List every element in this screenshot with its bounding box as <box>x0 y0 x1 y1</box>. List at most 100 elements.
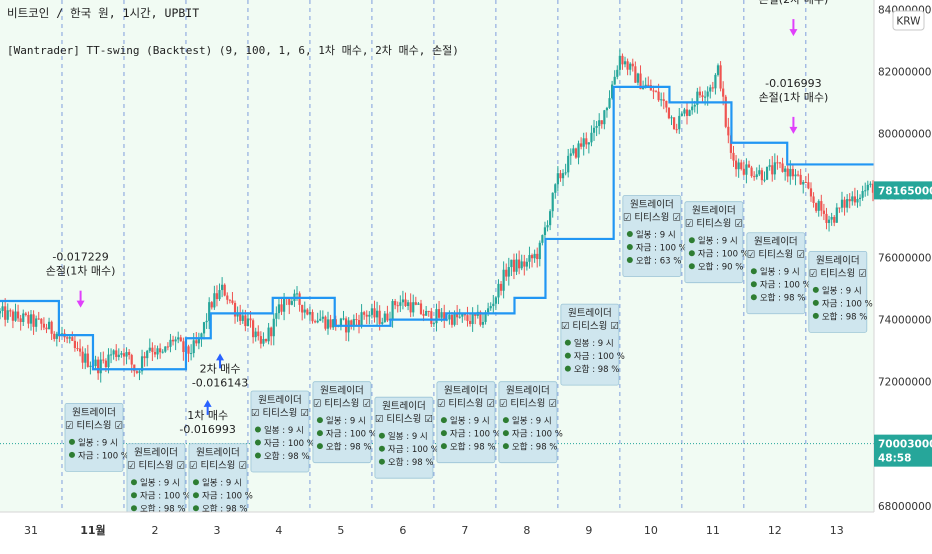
signal-note-row: 오합 : 98 % <box>512 443 558 453</box>
candle-body <box>680 113 683 116</box>
candle-body <box>608 98 611 108</box>
candle-body <box>192 340 195 354</box>
signal-note-title: 원트레이더 <box>630 199 674 210</box>
candle-body <box>437 309 441 318</box>
candle-body <box>350 320 353 327</box>
note-bullet-icon <box>378 445 385 452</box>
candle-body <box>249 318 252 321</box>
candle-body <box>636 73 640 83</box>
candle-body <box>151 347 154 352</box>
note-bullet-icon <box>192 492 199 499</box>
candle-body <box>146 350 149 359</box>
time-tick-label: 12 <box>768 524 782 537</box>
candle-body <box>742 168 745 175</box>
candle-body <box>401 299 405 303</box>
swing-level-line <box>0 85 874 371</box>
candle-body <box>722 88 725 97</box>
note-bullet-icon <box>812 312 819 319</box>
signal-note-title: 원트레이더 <box>506 386 550 397</box>
candle-body <box>685 109 689 116</box>
candle-body <box>773 162 776 175</box>
candle-body <box>507 267 510 277</box>
candle-body <box>360 312 363 326</box>
candle-body <box>342 318 345 320</box>
candle-body <box>313 321 317 323</box>
candle-body <box>252 320 255 338</box>
candle-body <box>50 321 53 334</box>
note-bullet-icon <box>626 243 633 250</box>
last-price-badge <box>874 434 932 467</box>
candle-body <box>0 310 2 314</box>
indicator-title[interactable]: [Wantrader] TT-swing (Backtest) (9, 100,… <box>7 44 459 57</box>
candle-body <box>479 311 482 325</box>
candle-body <box>326 319 330 329</box>
candle-body <box>665 100 668 108</box>
trade-label: 1차 매수-0.016993 <box>179 399 236 436</box>
candle-body <box>543 227 547 236</box>
signal-note-row: 일봉 : 9 시 <box>140 479 180 489</box>
candle-body <box>533 253 536 259</box>
candle-body <box>53 333 56 339</box>
candle-body <box>598 120 601 126</box>
candle-body <box>456 312 459 318</box>
note-bullet-icon <box>378 432 385 439</box>
time-tick-label: 6 <box>399 524 406 537</box>
candle-body <box>187 346 190 354</box>
candle-body <box>758 170 761 175</box>
candle-body <box>171 339 175 342</box>
currency-button[interactable]: KRW <box>892 10 925 31</box>
candle-body <box>768 165 771 167</box>
signal-note: 원트레이더 ☑ 티티스윙 ☑ 일봉 : 9 시자금 : 100 % 오합 : 98 % <box>560 303 625 386</box>
candle-body <box>159 348 162 353</box>
candle-body <box>714 74 717 89</box>
candle-body <box>670 117 673 119</box>
note-bullet-icon <box>750 294 757 301</box>
candle-body <box>66 337 69 339</box>
signal-note-tag: ☑ 티티스윙 ☑ <box>127 461 185 472</box>
candle-body <box>789 168 792 177</box>
candle-body <box>301 304 304 313</box>
note-bullet-icon <box>564 339 571 346</box>
note-bullet-icon <box>812 286 819 293</box>
candle-body <box>691 106 694 111</box>
candle-body <box>363 312 366 315</box>
candle-body <box>267 327 270 342</box>
candle-body <box>549 211 552 226</box>
candle-body <box>683 109 686 114</box>
candle-body <box>32 314 35 327</box>
candle-body <box>306 309 309 315</box>
price-axis[interactable]: 68000000.070000000.072000000.074000000.0… <box>873 0 932 550</box>
candle-body <box>148 347 151 351</box>
candle-body <box>778 162 782 164</box>
candle-body <box>182 341 185 353</box>
candle-body <box>827 219 831 223</box>
candle-body <box>729 135 733 153</box>
signal-note-row: 자금 : 100 % <box>698 250 749 260</box>
candle-body <box>179 337 182 342</box>
candle-body <box>120 353 123 355</box>
candle-body <box>804 182 807 184</box>
note-bullet-icon <box>68 438 75 445</box>
candle-body <box>734 160 738 170</box>
candle-body <box>375 310 379 318</box>
candle-body <box>696 91 699 105</box>
candle-body <box>688 110 691 116</box>
candle-body <box>830 216 833 220</box>
candle-body <box>463 314 466 316</box>
candle-body <box>112 350 115 355</box>
candle-body <box>419 303 423 314</box>
candle-body <box>662 99 665 101</box>
time-tick-label: 13 <box>830 524 844 537</box>
candle-body <box>716 65 720 75</box>
signal-note-row: 자금 : 100 % <box>574 352 625 362</box>
time-axis[interactable]: 31 11월 2 3 4 5 6 7 8 9 10 11 12 13 <box>0 511 932 550</box>
candle-body <box>709 87 712 92</box>
candle-body <box>365 314 368 317</box>
candle-body <box>195 340 198 344</box>
candle-body <box>406 302 410 307</box>
candle-body <box>84 353 87 363</box>
signal-note-title: 원트레이더 <box>568 308 612 319</box>
candle-body <box>732 152 735 161</box>
signal-notes: 원트레이더☑ 티티스윙 ☑일봉 : 9 시자금 : 100 % 원트레이더☑ 티티… <box>64 195 873 526</box>
